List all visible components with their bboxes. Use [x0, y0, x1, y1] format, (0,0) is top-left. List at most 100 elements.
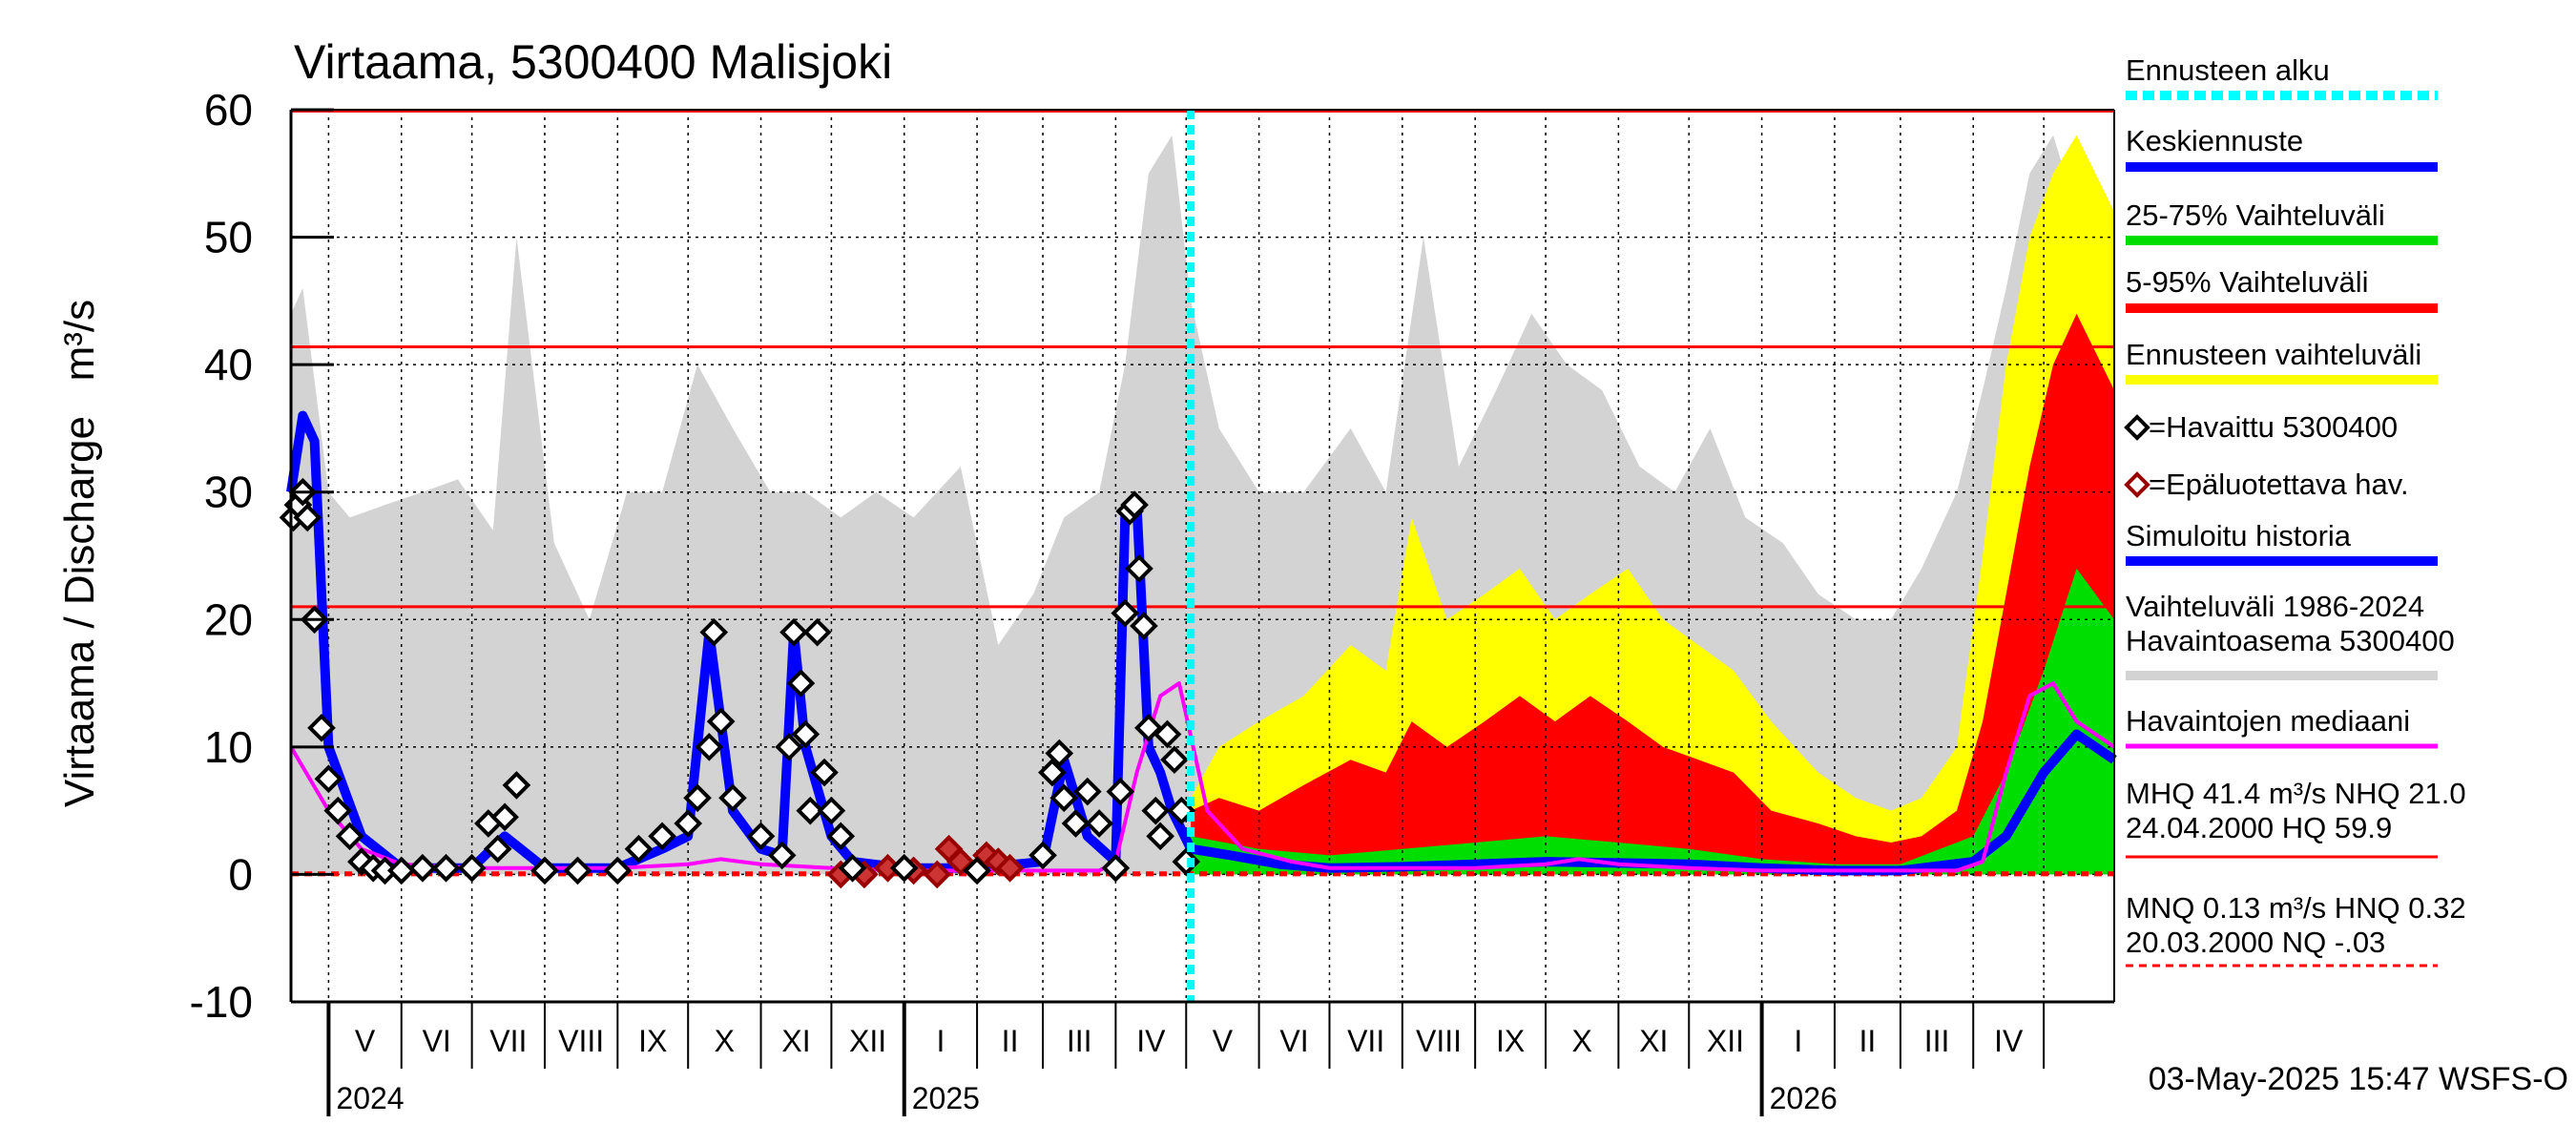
line-havaintojen-mediaani — [289, 681, 2116, 873]
observation-marker — [838, 853, 867, 883]
legend: Ennusteen alku Keskiennuste 25-75% Vaihtel… — [2124, 53, 2466, 968]
month-label: VII — [489, 1024, 527, 1058]
month-label: II — [1002, 1024, 1019, 1058]
observation-marker — [802, 617, 832, 647]
legend-label: Simuloitu historia — [2126, 519, 2352, 552]
footer-timestamp: 03-May-2025 15:47 WSFS-O — [2149, 1061, 2568, 1097]
observation-marker — [767, 841, 797, 870]
observation-marker — [746, 822, 776, 851]
observation-marker — [490, 802, 519, 832]
month-label: XI — [1639, 1024, 1668, 1058]
observation-marker — [293, 503, 322, 532]
month-label: IX — [1496, 1024, 1525, 1058]
month-label: III — [1924, 1024, 1950, 1058]
observation-marker — [817, 796, 846, 825]
legend-label: Ennusteen vaihteluväli — [2126, 338, 2421, 371]
year-label: 2025 — [912, 1081, 980, 1115]
observation-marker — [1106, 777, 1135, 806]
observation-marker — [307, 713, 336, 742]
legend-label: Keskiennuste — [2126, 124, 2303, 157]
forecast-bands — [1191, 135, 2114, 875]
observation-marker — [1125, 554, 1153, 583]
observation-marker — [791, 719, 821, 749]
observation-marker — [796, 796, 825, 825]
legend-label: =Havaittu 5300400 — [2149, 410, 2398, 444]
month-label: IX — [638, 1024, 667, 1058]
y-axis-title: Virtaama / Discharge m³/s — [56, 300, 103, 807]
x-axis-labels: V VI VII VIII IX X XI XII I II III IV V VI VII VIII IX X X… — [326, 1002, 2046, 1116]
observation-marker — [1038, 758, 1067, 787]
month-label: XI — [781, 1024, 810, 1058]
observation-marker — [603, 856, 633, 885]
month-label: VI — [423, 1024, 451, 1058]
legend-label: 24.04.2000 HQ 59.9 — [2126, 811, 2392, 844]
month-label: VIII — [1416, 1024, 1462, 1058]
y-tick-label: 50 — [204, 213, 253, 262]
month-label: I — [936, 1024, 945, 1058]
legend-marker — [2124, 471, 2150, 498]
observation-marker — [810, 758, 839, 787]
observation-marker — [826, 822, 856, 851]
observation-marker — [323, 796, 353, 825]
observation-marker — [775, 733, 803, 761]
month-label: XII — [849, 1024, 886, 1058]
observation-markers — [279, 477, 1201, 889]
band-ennusteen-vaihteluv-li — [1191, 135, 2114, 875]
month-label: V — [1213, 1024, 1234, 1058]
y-axis-labels: -10 0 10 20 30 40 50 60 — [190, 85, 334, 1027]
legend-label: MHQ 41.4 m³/s NHQ 21.0 — [2126, 777, 2466, 810]
observation-marker — [674, 809, 703, 838]
y-tick-label: -10 — [190, 977, 253, 1027]
observation-marker — [1120, 490, 1149, 519]
observation-marker — [1085, 809, 1113, 838]
legend-label: Vaihteluväli 1986-2024 — [2126, 590, 2424, 623]
observation-marker — [706, 707, 736, 736]
observation-marker — [1045, 739, 1074, 768]
y-tick-label: 30 — [204, 468, 253, 517]
observation-marker — [624, 834, 654, 864]
observation-marker — [683, 783, 712, 813]
legend-label: Ennusteen alku — [2126, 53, 2330, 87]
legend-label: 5-95% Vaihteluväli — [2126, 265, 2368, 299]
observation-marker — [1061, 809, 1091, 838]
observation-marker — [483, 834, 512, 864]
observation-marker — [314, 764, 343, 794]
observation-marker — [530, 856, 559, 885]
legend-label: MNQ 0.13 m³/s HNQ 0.32 — [2126, 891, 2466, 925]
band-25-75-vaihteluv-li — [1191, 568, 2114, 875]
month-label: X — [715, 1024, 735, 1058]
legend-label: =Epäluotettava hav. — [2149, 468, 2409, 501]
year-label: 2026 — [1770, 1081, 1838, 1115]
observation-marker — [1073, 777, 1102, 806]
observation-marker — [1028, 841, 1057, 870]
observation-marker — [1049, 783, 1079, 813]
y-tick-label: 60 — [204, 85, 253, 135]
observation-marker — [1141, 796, 1171, 825]
observation-marker — [408, 853, 437, 883]
month-label: VII — [1347, 1024, 1384, 1058]
month-label: VI — [1279, 1024, 1308, 1058]
observation-marker — [786, 669, 816, 697]
observation-marker — [963, 856, 991, 885]
observation-marker — [431, 853, 461, 883]
observation-marker — [699, 617, 729, 647]
month-label: X — [1572, 1024, 1592, 1058]
observation-marker — [889, 853, 919, 883]
month-label: I — [1794, 1024, 1802, 1058]
y-tick-label: 20 — [204, 594, 253, 644]
legend-label: 20.03.2000 NQ -.03 — [2126, 926, 2385, 959]
observation-marker — [1153, 719, 1182, 749]
month-label: II — [1859, 1024, 1877, 1058]
unreliable-observation-marker — [923, 860, 952, 889]
reference-lines — [291, 109, 2114, 877]
year-label: 2024 — [336, 1081, 404, 1115]
unreliable-observation-marker — [995, 853, 1025, 883]
y-tick-label: 10 — [204, 722, 253, 772]
observation-marker — [563, 856, 592, 885]
legend-marker — [2124, 414, 2150, 441]
observation-marker — [457, 853, 487, 883]
axes — [289, 109, 2115, 1004]
chart-title: Virtaama, 5300400 Malisjoki — [294, 35, 892, 89]
month-label: IV — [1994, 1024, 2024, 1058]
